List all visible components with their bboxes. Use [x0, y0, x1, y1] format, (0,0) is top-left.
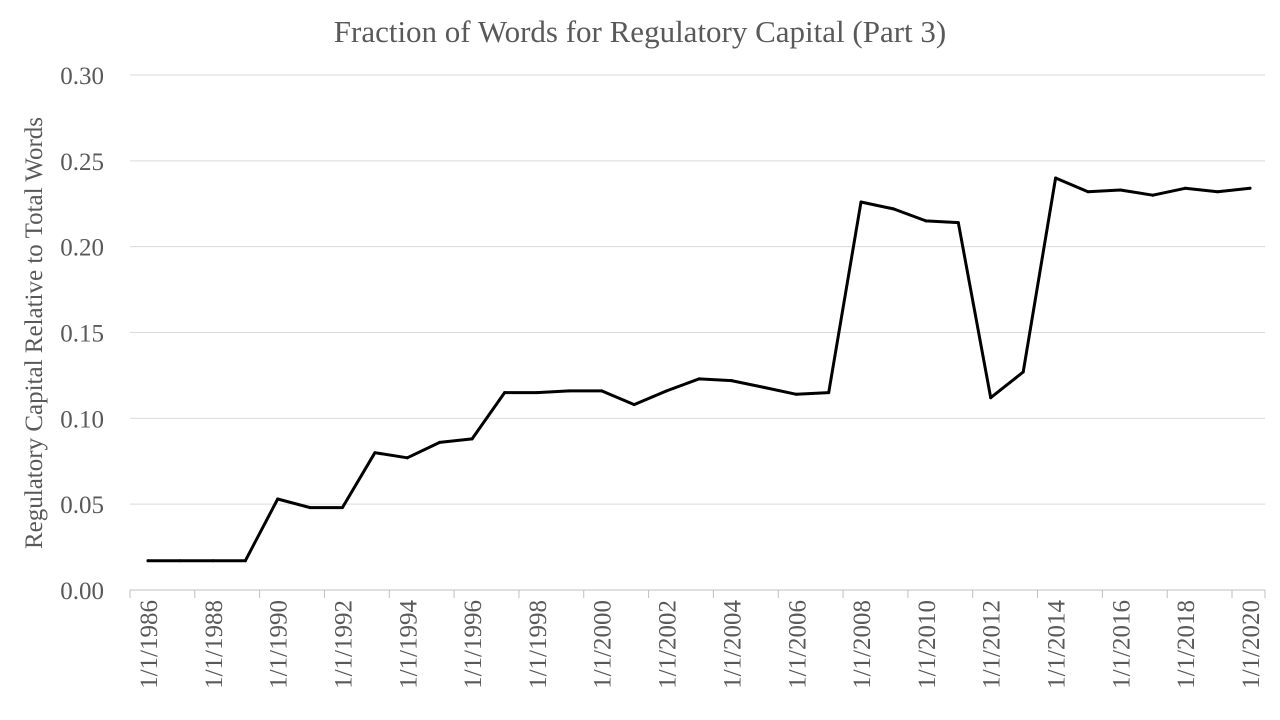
- data-point: [276, 497, 280, 501]
- data-point: [211, 559, 215, 563]
- data-point: [405, 456, 409, 460]
- x-tick-label: 1/1/2002: [655, 600, 682, 689]
- data-point: [503, 391, 507, 395]
- y-tick-label: 0.15: [60, 321, 104, 348]
- x-tick-label: 1/1/1998: [525, 600, 552, 689]
- data-point: [438, 440, 442, 444]
- data-point: [535, 391, 539, 395]
- data-point: [1118, 188, 1122, 192]
- data-point: [956, 221, 960, 225]
- chart-title: Fraction of Words for Regulatory Capital…: [334, 14, 947, 49]
- data-point: [892, 207, 895, 211]
- x-tick-label: 1/1/2008: [849, 600, 876, 689]
- x-tick-label: 1/1/2006: [784, 600, 811, 689]
- x-tick-label: 1/1/1986: [136, 600, 163, 689]
- data-point: [178, 559, 182, 563]
- data-point: [1151, 193, 1155, 197]
- data-point: [827, 391, 831, 395]
- y-axis-label: Regulatory Capital Relative to Total Wor…: [21, 117, 48, 549]
- data-point: [1086, 190, 1090, 194]
- y-tick-labels: 0.00 0.05 0.10 0.15 0.20 0.25 0.30: [60, 63, 104, 605]
- x-tick-label: 1/1/2018: [1173, 600, 1200, 689]
- y-tick-label: 0.05: [60, 492, 104, 519]
- x-tick-label: 1/1/2020: [1238, 600, 1265, 689]
- x-tick-label: 1/1/2000: [590, 600, 617, 689]
- data-point: [924, 219, 928, 223]
- y-tick-label: 0.10: [60, 406, 104, 433]
- data-point: [697, 377, 701, 381]
- series-line: [146, 176, 1252, 563]
- x-tick-label: 1/1/1988: [201, 600, 228, 689]
- data-point: [729, 379, 733, 383]
- y-tick-label: 0.20: [60, 235, 104, 262]
- data-point: [1021, 370, 1025, 374]
- x-tick-label: 1/1/1990: [266, 600, 293, 689]
- x-tick-labels: 1/1/1986 1/1/1988 1/1/1990 1/1/1992 1/1/1994…: [136, 600, 1265, 689]
- data-point: [1216, 190, 1220, 194]
- x-tick-label: 1/1/2010: [914, 600, 941, 689]
- data-point: [1183, 186, 1187, 190]
- y-tick-label: 0.25: [60, 149, 104, 176]
- data-point: [859, 200, 863, 204]
- data-point: [470, 437, 474, 441]
- data-point: [762, 385, 766, 389]
- x-tick-label: 1/1/1994: [395, 600, 422, 689]
- data-point: [1248, 186, 1252, 190]
- data-point: [600, 389, 604, 393]
- x-tick-label: 1/1/2012: [979, 600, 1006, 689]
- grid-layer: [130, 74, 1265, 505]
- x-tick-label: 1/1/2016: [1108, 600, 1135, 689]
- data-point: [340, 506, 344, 510]
- data-point: [146, 559, 150, 563]
- data-point: [373, 451, 377, 455]
- y-tick-label: 0.30: [60, 63, 104, 90]
- x-tick-label: 1/1/2004: [719, 600, 746, 689]
- data-point: [243, 559, 247, 563]
- x-tick-label: 1/1/1996: [460, 600, 487, 689]
- x-tick-label: 1/1/1992: [330, 600, 357, 689]
- data-point: [308, 506, 312, 510]
- series-layer: [146, 176, 1252, 563]
- data-point: [567, 389, 571, 393]
- y-tick-label: 0.00: [60, 578, 104, 605]
- x-axis: [129, 589, 1266, 598]
- data-point: [794, 392, 798, 396]
- data-point: [989, 396, 993, 400]
- data-point: [665, 389, 669, 393]
- data-point: [1054, 176, 1058, 180]
- x-tick-label: 1/1/2014: [1044, 600, 1071, 689]
- data-point: [632, 403, 636, 407]
